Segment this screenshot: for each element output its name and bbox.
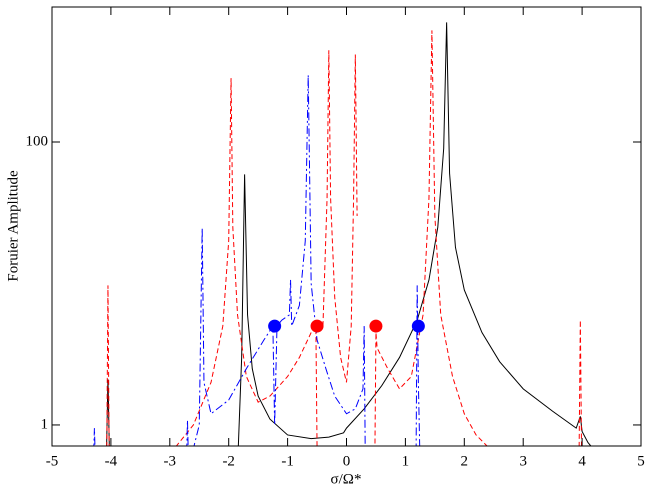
x-tick-label: 2 [461,453,469,469]
x-tick-label: 1 [402,453,410,469]
x-tick-label: -2 [222,453,235,469]
marker-point [310,319,324,333]
x-tick-label: -4 [105,453,118,469]
x-tick-label: 0 [343,453,351,469]
y-tick-label: 100 [26,133,49,149]
plot-area [93,22,592,446]
marker-point [369,319,383,333]
marker-point [411,319,425,333]
x-tick-label: 5 [637,453,645,469]
x-tick-label: -3 [164,453,177,469]
marker-point [268,319,282,333]
series-line [106,30,583,446]
x-tick-label: -1 [281,453,294,469]
y-axis-label: Foruier Amplitude [5,170,21,282]
x-axis-label: σ/Ω* [331,471,362,487]
y-tick-label: 1 [41,416,49,432]
x-tick-label: 3 [519,453,527,469]
x-tick-label: -5 [46,453,59,469]
x-tick-label: 4 [578,453,586,469]
series-line [93,75,421,446]
